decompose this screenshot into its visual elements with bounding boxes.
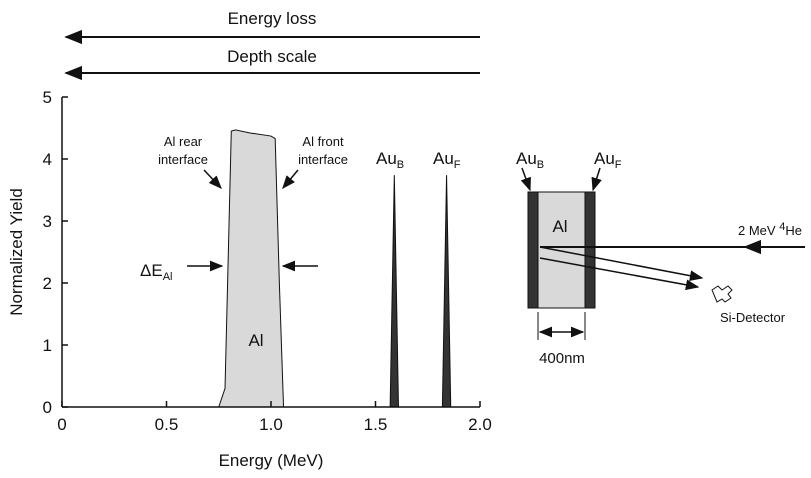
- annotation: ΔEAl: [140, 261, 172, 283]
- arrow: [520, 167, 531, 192]
- schematic: AuB AuF Al 2 MeV 4He Si-Detector 400nm: [516, 149, 805, 367]
- top-arrows: Energy loss Depth scale: [64, 9, 480, 81]
- annotation: Al: [248, 331, 263, 350]
- y-tick-label: 5: [43, 88, 52, 107]
- y-tick-label: 4: [43, 150, 52, 169]
- x-tick-label: 0.5: [155, 415, 179, 434]
- x-tick-label: 0: [57, 415, 66, 434]
- arrow: [539, 257, 700, 291]
- label: 400nm: [539, 350, 585, 367]
- x-tick-label: 1.0: [259, 415, 283, 434]
- x-tick-label: 1.5: [364, 415, 388, 434]
- detector: [711, 285, 733, 303]
- x-axis-label: Energy (MeV): [219, 451, 324, 470]
- annotations: Al rear interface Al front interface ΔEA…: [140, 134, 461, 350]
- x-tick-label: 2.0: [468, 415, 492, 434]
- plot-area: 0 1 2 3 4 5 0 0.5 1.0 1.5 2.0 Energy (MeV) Normalize…: [7, 88, 492, 470]
- au-layer: [527, 191, 539, 309]
- area: [389, 175, 399, 408]
- annotation: Al front: [302, 134, 344, 149]
- area: [218, 129, 285, 408]
- y-tick-label: 1: [43, 336, 52, 355]
- arrow: [591, 167, 602, 192]
- label: AuF: [594, 149, 622, 171]
- al-layer: [537, 191, 586, 309]
- annotation: interface: [158, 152, 208, 167]
- area: [441, 175, 452, 408]
- label: Al: [552, 217, 567, 236]
- arrow: [539, 246, 704, 282]
- au-layer: [584, 191, 596, 309]
- arrow: [203, 169, 222, 189]
- label: AuB: [516, 149, 544, 171]
- label: Si-Detector: [720, 310, 786, 325]
- arrow: [282, 169, 299, 190]
- y-tick-label: 3: [43, 212, 52, 231]
- annotation: interface: [298, 152, 348, 167]
- annotation: Al rear: [164, 134, 203, 149]
- label: 2 MeV 4He: [738, 221, 802, 238]
- y-tick-label: 0: [43, 398, 52, 417]
- annotation: AuB: [376, 149, 404, 171]
- annotation: Energy loss: [228, 9, 317, 28]
- y-tick-label: 2: [43, 274, 52, 293]
- annotation: AuF: [433, 149, 461, 171]
- y-axis-label: Normalized Yield: [7, 188, 26, 316]
- annotation: Depth scale: [227, 47, 317, 66]
